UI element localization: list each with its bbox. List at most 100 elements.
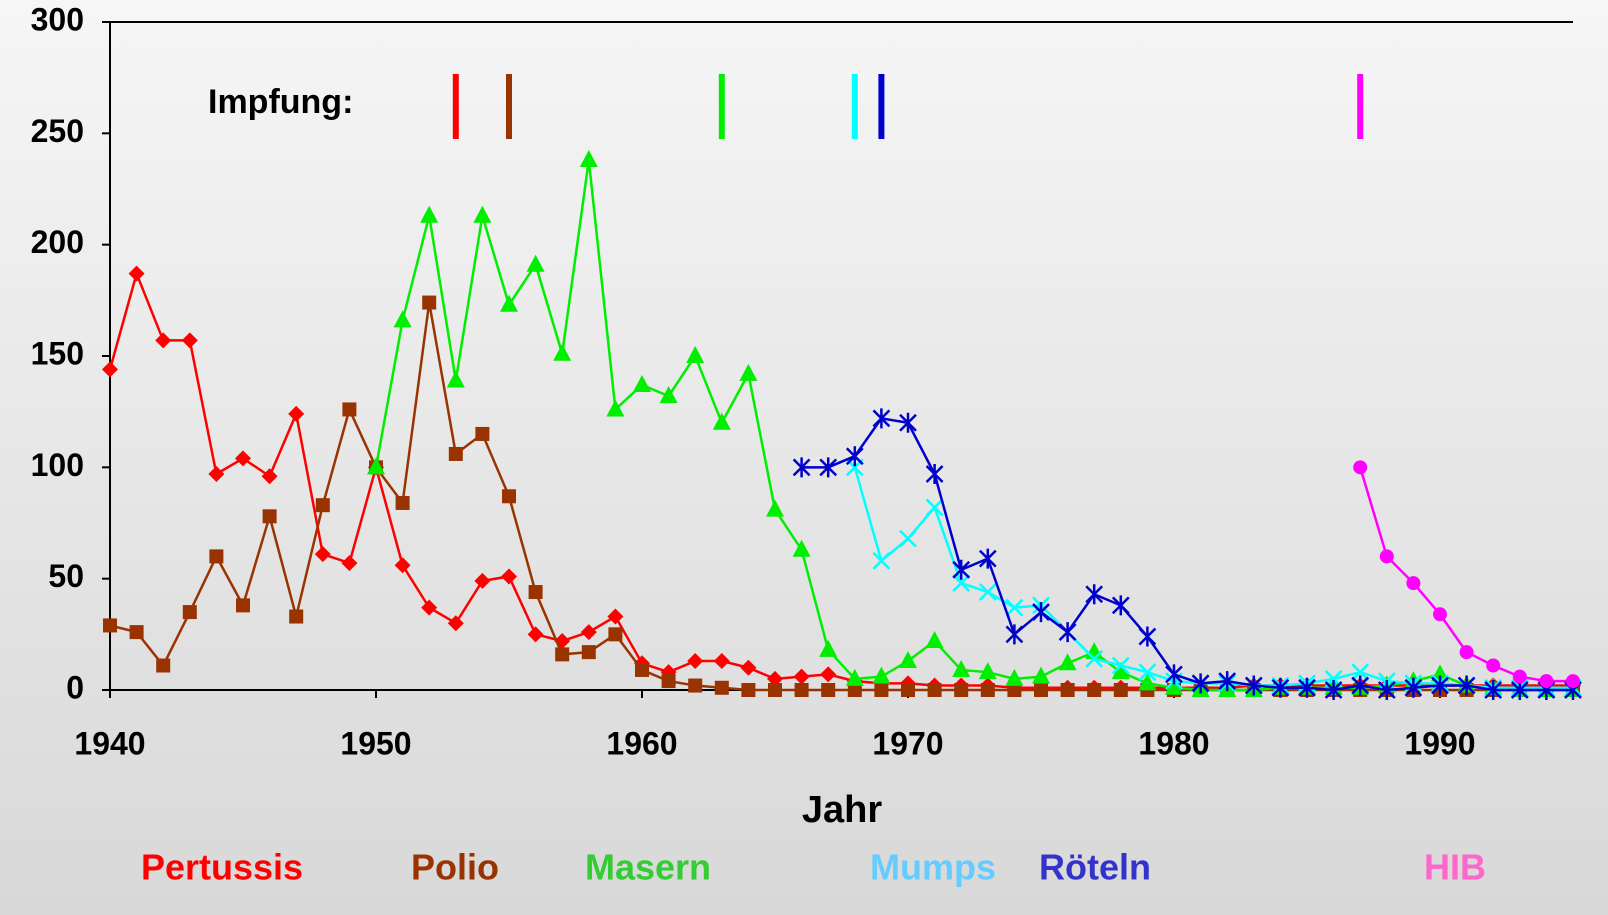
marker xyxy=(1271,677,1290,698)
marker xyxy=(474,572,491,589)
marker xyxy=(606,399,625,417)
marker xyxy=(1005,624,1024,645)
marker xyxy=(1484,680,1503,700)
marker xyxy=(341,555,358,572)
x-tick-label: 1980 xyxy=(1138,725,1209,761)
y-tick-label: 100 xyxy=(31,447,84,483)
marker xyxy=(155,332,172,349)
marker xyxy=(1351,663,1370,682)
x-tick-label: 1940 xyxy=(74,725,145,761)
marker xyxy=(687,653,704,670)
marker xyxy=(1351,675,1370,696)
legend-label: HIB xyxy=(1424,847,1486,888)
marker xyxy=(821,683,836,697)
marker xyxy=(129,625,144,640)
marker xyxy=(847,683,862,697)
marker xyxy=(819,639,838,657)
marker xyxy=(872,408,891,429)
marker xyxy=(261,468,278,485)
y-tick-label: 150 xyxy=(31,335,84,371)
marker xyxy=(1298,677,1316,698)
marker xyxy=(901,683,915,697)
marker xyxy=(581,645,596,660)
marker xyxy=(1111,595,1130,616)
marker xyxy=(608,627,623,642)
legend-label: Polio xyxy=(411,847,499,888)
marker xyxy=(1165,664,1183,685)
marker xyxy=(1218,671,1237,692)
marker xyxy=(633,374,651,392)
marker xyxy=(394,557,411,574)
marker xyxy=(1111,656,1130,675)
marker xyxy=(925,464,944,485)
marker xyxy=(713,653,730,670)
y-tick-label: 50 xyxy=(48,558,84,594)
marker xyxy=(395,495,410,510)
marker xyxy=(1566,674,1580,689)
marker xyxy=(421,599,438,616)
marker xyxy=(446,370,465,388)
marker xyxy=(1165,677,1183,695)
marker xyxy=(741,683,756,697)
marker xyxy=(1034,683,1048,697)
marker xyxy=(792,457,811,478)
marker xyxy=(1085,642,1104,660)
marker xyxy=(580,624,597,641)
marker xyxy=(1058,622,1077,643)
marker xyxy=(686,346,705,363)
marker xyxy=(767,670,783,687)
marker xyxy=(659,386,678,404)
marker xyxy=(1457,675,1476,696)
marker xyxy=(1085,649,1104,668)
marker xyxy=(1138,673,1157,691)
marker xyxy=(927,683,942,697)
y-tick-label: 250 xyxy=(31,113,84,149)
marker xyxy=(182,605,197,620)
marker xyxy=(502,489,516,504)
marker xyxy=(1539,674,1554,689)
marker xyxy=(980,683,995,697)
marker xyxy=(661,674,676,689)
marker xyxy=(978,583,997,601)
marker xyxy=(128,265,145,282)
marker xyxy=(1087,683,1102,697)
marker xyxy=(1111,662,1130,680)
y-tick-label: 300 xyxy=(31,1,84,37)
marker xyxy=(1191,673,1210,694)
marker xyxy=(553,343,572,361)
marker xyxy=(899,412,917,433)
marker xyxy=(1459,645,1474,660)
marker xyxy=(952,574,971,593)
marker xyxy=(1085,584,1104,605)
marker xyxy=(1486,658,1501,673)
marker xyxy=(526,254,545,272)
marker xyxy=(714,680,729,695)
marker xyxy=(501,568,517,585)
marker xyxy=(1433,607,1447,622)
marker xyxy=(528,585,543,600)
marker xyxy=(235,450,251,467)
x-tick-label: 1960 xyxy=(606,725,677,761)
marker xyxy=(527,626,544,643)
legend-label: Masern xyxy=(585,847,711,888)
marker xyxy=(315,498,330,513)
marker xyxy=(448,446,463,461)
marker xyxy=(845,668,864,686)
marker xyxy=(1007,683,1022,697)
marker xyxy=(819,457,838,478)
x-axis-label: Jahr xyxy=(802,789,882,831)
marker xyxy=(952,659,971,677)
series-line xyxy=(374,159,1573,692)
marker xyxy=(1353,460,1368,475)
marker xyxy=(978,548,997,569)
marker xyxy=(872,666,891,684)
marker xyxy=(1138,626,1157,647)
legend-label: Pertussis xyxy=(141,847,303,888)
marker xyxy=(500,294,518,312)
marker xyxy=(208,466,225,483)
marker xyxy=(342,402,357,417)
marker xyxy=(766,499,784,517)
marker xyxy=(209,549,224,564)
